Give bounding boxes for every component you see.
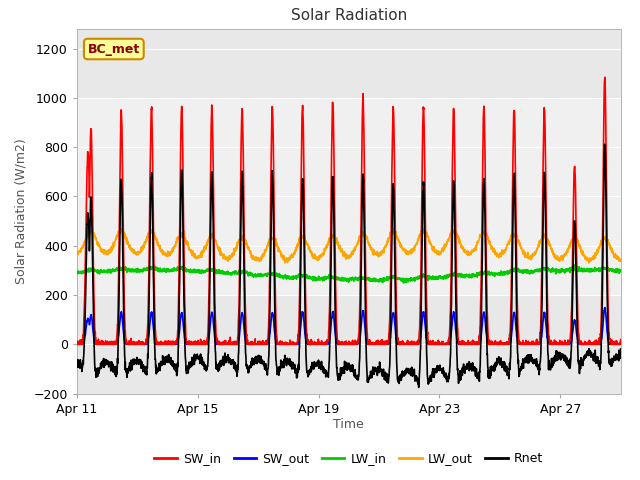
Legend: SW_in, SW_out, LW_in, LW_out, Rnet: SW_in, SW_out, LW_in, LW_out, Rnet <box>149 447 548 470</box>
Bar <box>77 98 621 295</box>
Y-axis label: Solar Radiation (W/m2): Solar Radiation (W/m2) <box>15 138 28 284</box>
Title: Solar Radiation: Solar Radiation <box>291 9 407 24</box>
X-axis label: Time: Time <box>333 419 364 432</box>
Text: BC_met: BC_met <box>88 43 140 56</box>
